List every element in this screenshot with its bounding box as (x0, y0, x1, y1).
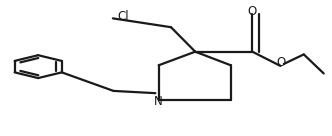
Text: N: N (154, 95, 163, 108)
Text: O: O (276, 56, 285, 69)
Text: Cl: Cl (118, 10, 129, 23)
Text: O: O (248, 5, 257, 18)
